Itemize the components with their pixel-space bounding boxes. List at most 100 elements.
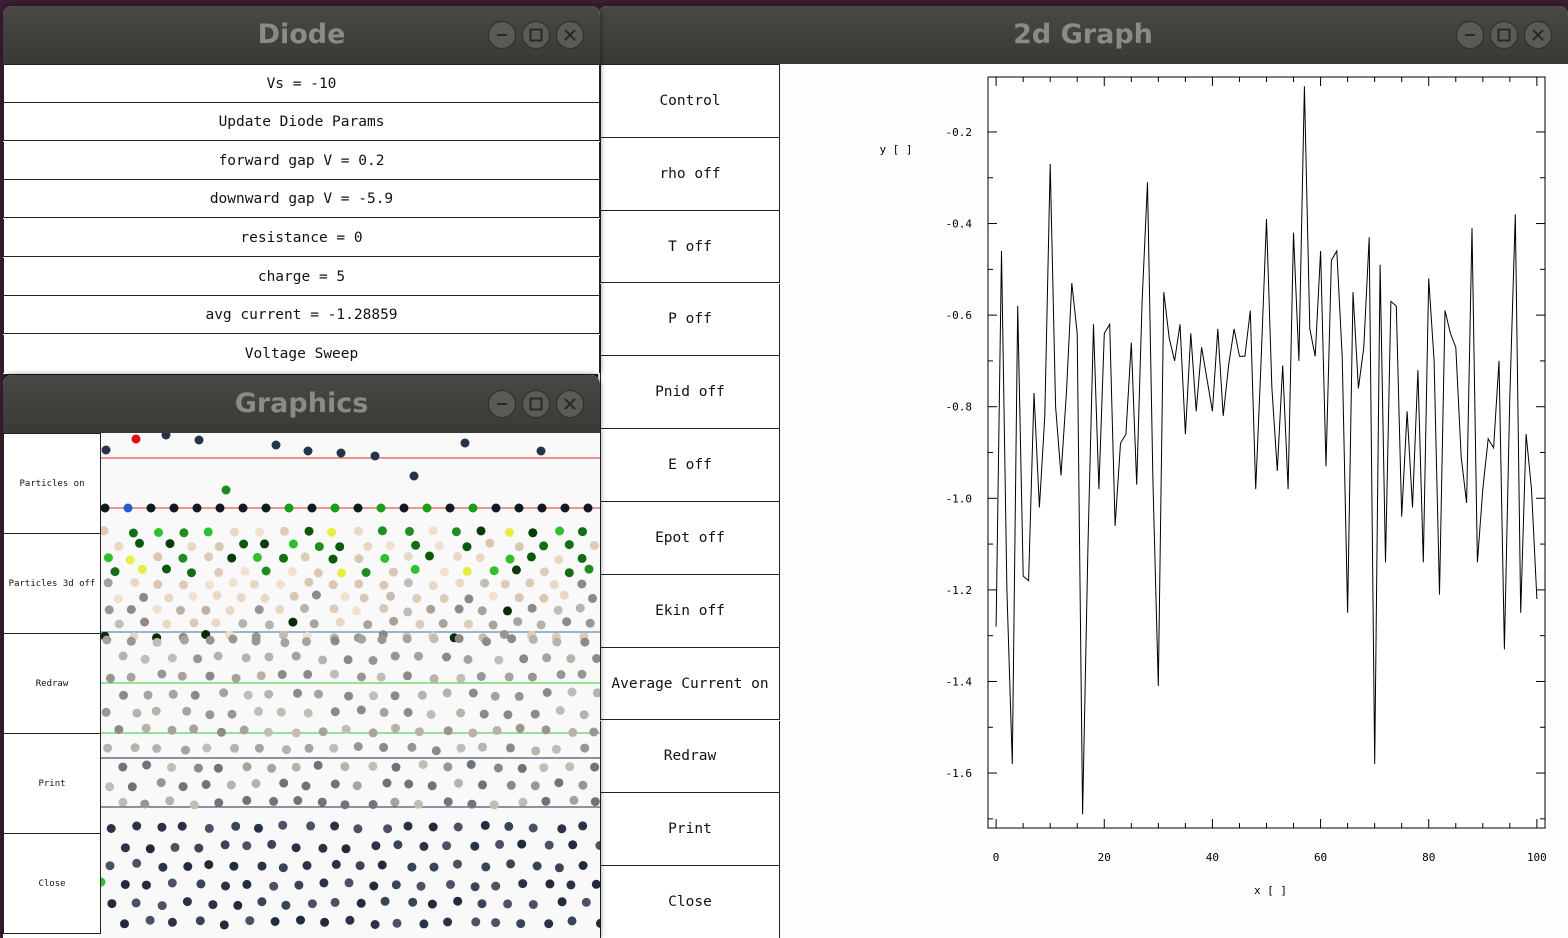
particle <box>352 606 362 616</box>
minimize-button[interactable] <box>1456 21 1484 49</box>
particle <box>414 799 423 809</box>
graphics-particles-on-button[interactable]: Particles on <box>3 434 101 534</box>
particle <box>408 897 418 907</box>
particle <box>544 919 554 929</box>
graph-titlebar[interactable]: 2d Graph <box>598 6 1568 64</box>
graph-ekin-off-button[interactable]: Ekin off <box>600 574 780 648</box>
particle <box>294 880 304 890</box>
vs-field[interactable]: Vs = -10 <box>3 65 600 103</box>
particle <box>554 555 564 565</box>
particle <box>132 858 142 868</box>
particle <box>471 917 481 927</box>
minimize-icon <box>497 34 507 36</box>
close-button[interactable] <box>556 21 584 49</box>
graph-window-title: 2d Graph <box>1013 19 1153 50</box>
voltage-sweep-button[interactable]: Voltage Sweep <box>3 335 600 373</box>
particle <box>230 743 240 753</box>
particle <box>201 605 211 615</box>
graph-e-off-button[interactable]: E off <box>600 429 780 502</box>
particle <box>539 567 549 577</box>
graph-rho-off-button[interactable]: rho off <box>600 137 780 211</box>
graph-t-off-button[interactable]: T off <box>600 210 780 284</box>
y-tick-label: -1.6 <box>946 767 973 780</box>
particle <box>106 824 116 833</box>
maximize-button[interactable] <box>1490 21 1518 49</box>
particle <box>504 672 514 682</box>
particle <box>581 897 591 907</box>
particle <box>442 841 452 851</box>
particle <box>539 541 549 551</box>
particle <box>335 542 345 552</box>
particle <box>368 656 378 665</box>
particle <box>192 503 202 513</box>
graphics-particles-3d-off-button[interactable]: Particles 3d off <box>3 534 101 634</box>
particle <box>257 897 267 907</box>
particle <box>532 861 542 871</box>
particle <box>425 551 434 561</box>
graph-close-button[interactable]: Close <box>600 866 780 938</box>
particle <box>328 580 338 590</box>
particle <box>356 705 366 715</box>
y-tick-label: -0.2 <box>946 126 973 139</box>
particle <box>491 881 501 891</box>
particle <box>519 654 529 664</box>
downward-gap-field[interactable]: downward gap V = -5.9 <box>3 180 600 218</box>
particle <box>536 446 546 456</box>
minimize-button[interactable] <box>488 21 516 49</box>
update-diode-params-button[interactable]: Update Diode Params <box>3 103 600 141</box>
particle <box>568 727 578 737</box>
particle <box>359 593 369 603</box>
particle <box>242 879 252 889</box>
particle <box>377 526 387 536</box>
particle <box>380 896 390 906</box>
particle <box>291 762 301 772</box>
minimize-button[interactable] <box>488 390 516 418</box>
particle <box>167 878 177 888</box>
particle <box>490 691 500 701</box>
close-button[interactable] <box>556 390 584 418</box>
particle <box>453 552 463 561</box>
particle <box>177 821 187 831</box>
particle <box>330 636 340 646</box>
diode-titlebar[interactable]: Diode <box>3 6 600 64</box>
graphics-window: Graphics Particles on Particles 3d off Red… <box>3 375 600 938</box>
particle <box>422 503 432 513</box>
graph-print-button[interactable]: Print <box>600 793 780 867</box>
particle <box>417 690 427 700</box>
resistance-field[interactable]: resistance = 0 <box>3 219 600 257</box>
y-tick-label: -1.4 <box>946 675 973 688</box>
graph-pnid-off-button[interactable]: Pnid off <box>600 356 780 430</box>
particle <box>255 527 264 537</box>
close-button[interactable] <box>1524 21 1552 49</box>
graphics-print-button[interactable]: Print <box>3 734 101 834</box>
particle <box>557 897 567 907</box>
graphics-redraw-button[interactable]: Redraw <box>3 634 101 734</box>
particle <box>245 916 255 926</box>
particle <box>488 591 498 601</box>
particle <box>356 898 366 908</box>
graph-epot-off-button[interactable]: Epot off <box>600 502 780 575</box>
maximize-button[interactable] <box>522 21 550 49</box>
graphics-close-button[interactable]: Close <box>3 834 101 934</box>
maximize-button[interactable] <box>522 390 550 418</box>
particle <box>588 593 597 603</box>
graph-p-off-button[interactable]: P off <box>600 283 780 357</box>
particle <box>151 706 161 716</box>
graphics-control-panel: Particles on Particles 3d off Redraw Print C… <box>3 433 101 938</box>
particle <box>309 619 319 629</box>
charge-field[interactable]: charge = 5 <box>3 258 600 296</box>
particle <box>503 606 512 616</box>
particle <box>559 590 569 600</box>
particle <box>226 780 236 790</box>
graphics-titlebar[interactable]: Graphics <box>3 375 600 433</box>
graph-control-button[interactable]: Control <box>600 65 780 138</box>
particle <box>454 778 463 788</box>
particle <box>503 710 513 720</box>
particle <box>518 797 528 807</box>
graph-average-current-on-button[interactable]: Average Current on <box>600 647 780 721</box>
particle <box>202 743 212 753</box>
particle <box>137 564 147 574</box>
forward-gap-field[interactable]: forward gap V = 0.2 <box>3 142 600 180</box>
graph-redraw-button[interactable]: Redraw <box>600 720 780 794</box>
particle <box>415 619 425 629</box>
